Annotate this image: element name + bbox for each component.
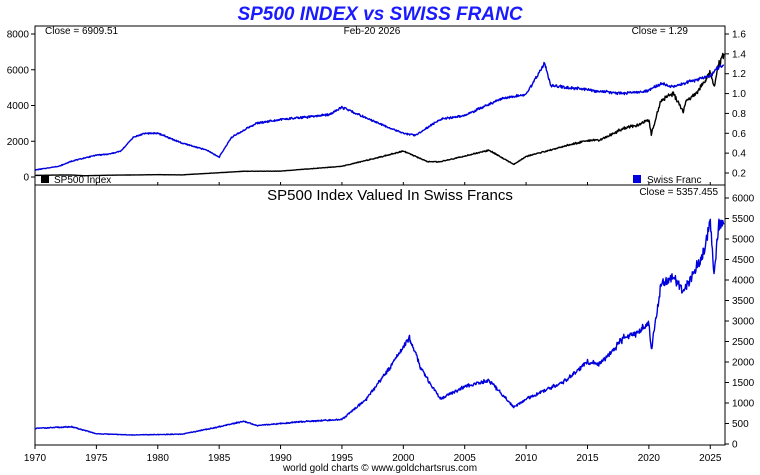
x-tick-label: 2025 — [699, 453, 722, 464]
x-tick-label: 1990 — [269, 453, 292, 464]
bottom-right-tick-label: 1000 — [732, 399, 755, 410]
top-right-tick-label: 1.6 — [732, 30, 746, 41]
bottom-right-tick-label: 4500 — [732, 255, 755, 266]
legend-sp500-swatch — [41, 175, 49, 183]
x-tick-label: 1985 — [208, 453, 231, 464]
top-left-tick-label: 4000 — [7, 101, 30, 112]
date-label: Feb-20 2026 — [344, 26, 401, 37]
x-tick-label: 2020 — [638, 453, 661, 464]
close-right-label: Close = 1.29 — [632, 26, 689, 37]
close-left-label: Close = 6909.51 — [45, 26, 119, 37]
top-right-tick-label: 0.4 — [732, 149, 746, 160]
top-panel-frame — [34, 25, 726, 186]
top-plot-area — [34, 52, 725, 177]
x-tick-label: 1975 — [85, 453, 108, 464]
x-tick-label: 1980 — [147, 453, 170, 464]
sp500-series-line — [34, 52, 725, 177]
bottom-right-tick-label: 0 — [732, 440, 738, 451]
x-tick-label: 1995 — [331, 453, 354, 464]
footer-credit: world gold charts © www.goldchartsrus.co… — [282, 463, 477, 474]
x-tick-label: 1970 — [24, 453, 47, 464]
bottom-panel-frame — [34, 184, 726, 446]
legend-swiss-franc-label: Swiss Franc — [647, 175, 701, 186]
legend-sp500-label: SP500 Index — [54, 175, 111, 186]
top-left-tick-label: 2000 — [7, 137, 30, 148]
top-left-tick-label: 6000 — [7, 65, 30, 76]
bottom-right-tick-label: 2500 — [732, 337, 755, 348]
bottom-right-tick-label: 5000 — [732, 235, 755, 246]
axes: 0 2000 4000 6000 8000 0.2 0.4 0.6 0.8 1.0 1.2 1.4 1.… — [7, 30, 755, 465]
top-left-tick-label: 0 — [23, 173, 29, 184]
top-right-tick-label: 0.6 — [732, 129, 746, 140]
sp500-in-chf-series-line — [34, 218, 725, 436]
bottom-right-tick-label: 4000 — [732, 276, 755, 287]
bottom-panel-title: SP500 Index Valued In Swiss Francs — [267, 187, 513, 204]
top-right-tick-label: 0.2 — [732, 169, 746, 180]
bottom-right-tick-label: 2000 — [732, 358, 755, 369]
bottom-close-label: Close = 5357.455 — [639, 187, 718, 198]
chart-title: SP500 INDEX vs SWISS FRANC — [237, 4, 522, 25]
top-right-tick-label: 1.4 — [732, 49, 746, 60]
swiss-franc-series-line — [34, 61, 725, 171]
top-left-tick-label: 8000 — [7, 30, 30, 41]
x-tick-label: 2010 — [515, 453, 538, 464]
bottom-right-tick-label: 6000 — [732, 194, 755, 205]
x-tick-label: 2015 — [576, 453, 599, 464]
bottom-right-tick-label: 500 — [732, 419, 749, 430]
top-right-tick-label: 1.0 — [732, 89, 746, 100]
bottom-plot-area — [34, 218, 725, 436]
x-tick-label: 2000 — [392, 453, 415, 464]
bottom-right-tick-label: 3500 — [732, 296, 755, 307]
bottom-right-tick-label: 1500 — [732, 378, 755, 389]
legend-swiss-franc-swatch — [633, 175, 641, 183]
bottom-right-tick-label: 5500 — [732, 214, 755, 225]
x-tick-label: 2005 — [454, 453, 477, 464]
bottom-right-tick-label: 3000 — [732, 317, 755, 328]
top-right-tick-label: 0.8 — [732, 109, 746, 120]
top-right-tick-label: 1.2 — [732, 69, 746, 80]
